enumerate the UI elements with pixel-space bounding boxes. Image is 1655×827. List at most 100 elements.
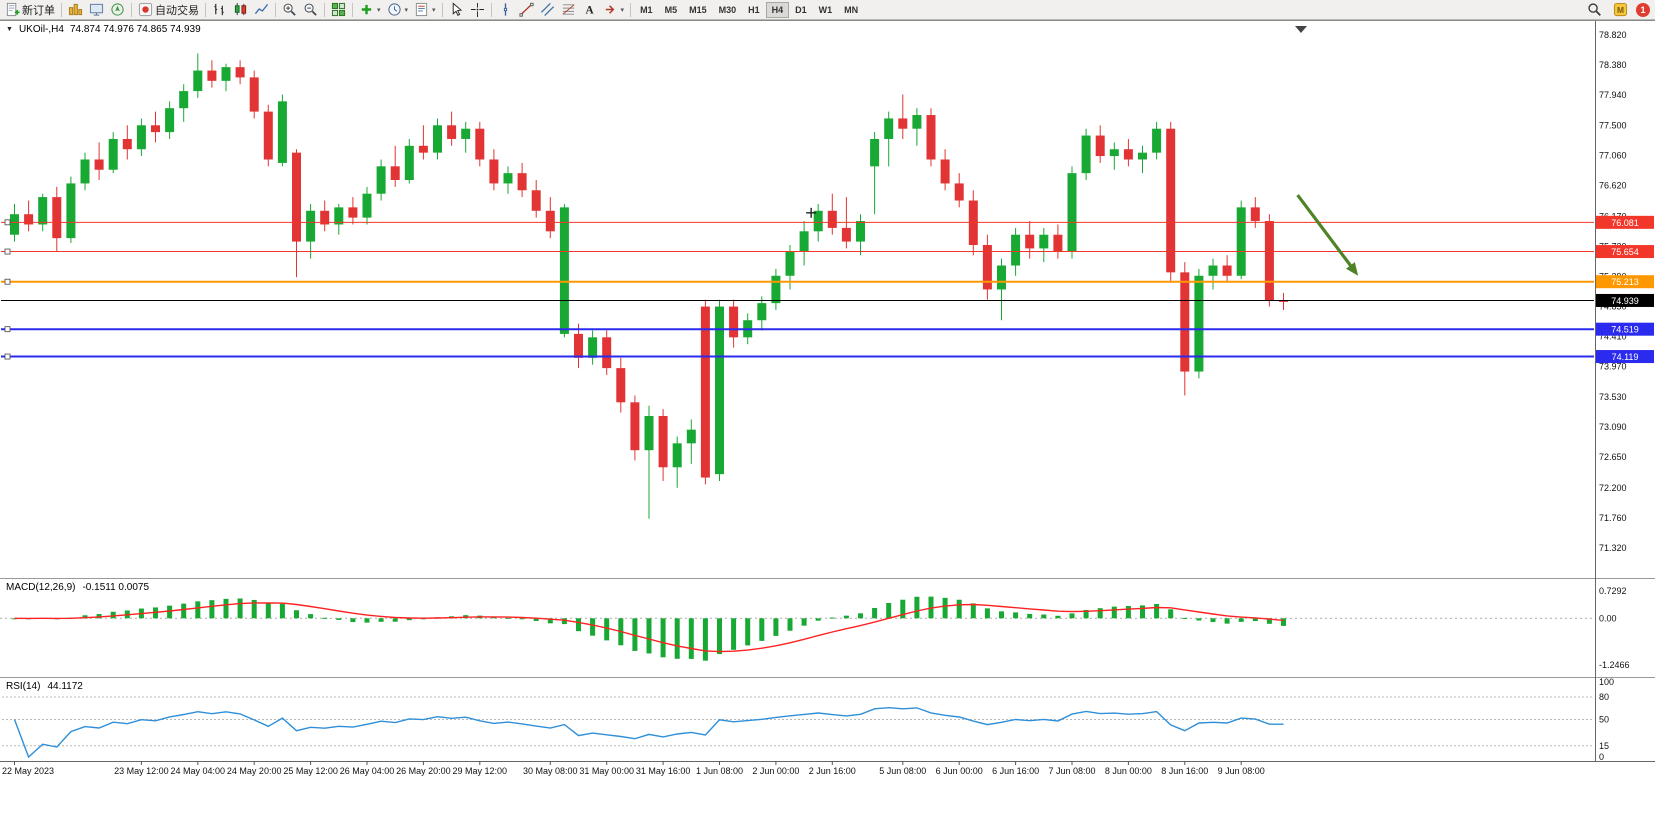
tile-icon (331, 2, 346, 17)
zoom-out-icon (303, 2, 318, 17)
line-icon (254, 2, 269, 17)
timeframe-m15-button[interactable]: M15 (689, 4, 707, 15)
svg-text:31 May 16:00: 31 May 16:00 (636, 766, 691, 776)
text-button[interactable]: A (579, 1, 600, 19)
tile-windows-button[interactable] (328, 1, 349, 19)
toolbar-separator (630, 2, 632, 17)
expand-arrow-icon[interactable]: ▼ (6, 26, 13, 33)
toolbar-separator (324, 2, 325, 17)
price-axis[interactable]: 78.82078.38077.94077.50077.06076.62076.1… (1599, 30, 1630, 762)
indicators-button[interactable]: ▾ (356, 1, 384, 19)
svg-text:76.081: 76.081 (1611, 218, 1639, 228)
timeframe-m5-button[interactable]: M5 (664, 4, 678, 15)
price-chart[interactable]: 78.82078.38077.94077.50077.06076.62076.1… (0, 21, 1655, 827)
crosshair-icon (470, 2, 485, 17)
svg-text:23 May 12:00: 23 May 12:00 (114, 766, 169, 776)
pivot-line-orange[interactable] (1, 278, 1594, 285)
svg-text:50: 50 (1599, 715, 1609, 725)
chart-shift-marker[interactable] (1295, 26, 1307, 33)
svg-text:78.380: 78.380 (1599, 60, 1627, 70)
resistance-line-upper[interactable] (1, 219, 1594, 226)
resistance-line-lower[interactable] (1, 248, 1594, 255)
community-icon: M (1613, 2, 1628, 17)
timeframe-m30-button[interactable]: M30 (718, 4, 737, 15)
data-window-button[interactable] (86, 1, 107, 19)
bar-chart-button[interactable] (209, 1, 230, 19)
periods-button[interactable]: ▾ (384, 1, 412, 19)
template-icon (414, 2, 429, 17)
svg-text:77.940: 77.940 (1599, 90, 1627, 100)
toolbar-separator (61, 2, 62, 17)
fibonacci-button[interactable] (558, 1, 579, 19)
notification-badge[interactable]: 1 (1636, 2, 1650, 17)
svg-text:80: 80 (1599, 692, 1609, 702)
trendline-button[interactable] (516, 1, 537, 19)
svg-text:100: 100 (1599, 677, 1614, 687)
timeframe-w1-button[interactable]: W1 (818, 4, 833, 15)
svg-text:15: 15 (1599, 741, 1609, 751)
svg-text:71.320: 71.320 (1599, 543, 1627, 553)
market-watch-icon (68, 2, 83, 17)
sell-signal-arrow[interactable] (1296, 194, 1359, 276)
new-order-button[interactable]: 新订单 (2, 1, 58, 19)
templates-button[interactable]: ▾ (411, 1, 439, 19)
line-chart-button[interactable] (251, 1, 272, 19)
time-axis[interactable]: 22 May 2023 23 May 12:00 24 May 04:00 24 Ma… (2, 761, 1265, 776)
zoom-out-button[interactable] (300, 1, 321, 19)
timeframe-m1-button[interactable]: M1 (640, 4, 653, 15)
svg-text:29 May 12:00: 29 May 12:00 (453, 766, 508, 776)
cross-marker[interactable] (806, 207, 817, 218)
svg-text:78.820: 78.820 (1599, 30, 1627, 40)
text-icon: A (582, 2, 597, 17)
navigator-icon (110, 2, 125, 17)
rsi-header: RSI(14) 44.1172 (6, 681, 83, 692)
svg-text:A: A (585, 5, 594, 17)
svg-text:31 May 00:00: 31 May 00:00 (579, 766, 634, 776)
svg-text:9 Jun 08:00: 9 Jun 08:00 (1218, 766, 1265, 776)
svg-text:30 May 08:00: 30 May 08:00 (523, 766, 578, 776)
chart-window: 78.82078.38077.94077.50077.06076.62076.1… (0, 20, 1655, 827)
trend-icon (519, 2, 534, 17)
svg-text:24 May 20:00: 24 May 20:00 (227, 766, 282, 776)
shapes-icon (603, 2, 618, 17)
chart-symbol-header: ▼ UKOil-,H4 74.874 74.976 74.865 74.939 (6, 24, 201, 35)
clock-icon (387, 2, 402, 17)
chevron-down-icon: ▾ (377, 6, 381, 14)
timeframe-h4-button[interactable]: H4 (765, 1, 790, 18)
community-button[interactable]: M (1610, 1, 1631, 19)
toolbar-right-groups: M 1 (1584, 1, 1653, 19)
navigator-button[interactable] (107, 1, 128, 19)
bars-icon (212, 2, 227, 17)
autotrading-button[interactable]: 自动交易 (135, 1, 202, 19)
timeframe-mn-button[interactable]: MN (844, 4, 859, 15)
timeframe-d1-button[interactable]: D1 (795, 4, 807, 15)
equidistant-channel-button[interactable] (537, 1, 558, 19)
zoom-in-button[interactable] (279, 1, 300, 19)
svg-text:75.213: 75.213 (1611, 277, 1639, 287)
support-line-upper[interactable] (1, 326, 1594, 333)
vertical-line-button[interactable] (495, 1, 516, 19)
search-button[interactable] (1584, 1, 1605, 19)
autotrading-button-label: 自动交易 (155, 4, 199, 17)
svg-text:72.200: 72.200 (1599, 483, 1627, 493)
svg-text:-1.2466: -1.2466 (1599, 660, 1630, 670)
svg-text:73.090: 73.090 (1599, 422, 1627, 432)
svg-text:74.119: 74.119 (1612, 352, 1639, 362)
candlestick-chart-button[interactable] (230, 1, 251, 19)
toolbar-separator (352, 2, 353, 17)
toolbar-separator (441, 2, 443, 17)
svg-text:26 May 20:00: 26 May 20:00 (396, 766, 451, 776)
arrows-button[interactable]: ▾ (600, 1, 628, 19)
cursor-button[interactable] (446, 1, 467, 19)
market-watch-button[interactable] (65, 1, 86, 19)
svg-text:26 May 04:00: 26 May 04:00 (340, 766, 395, 776)
crosshair-button[interactable] (467, 1, 488, 19)
svg-text:24 May 04:00: 24 May 04:00 (171, 766, 226, 776)
svg-text:22 May 2023: 22 May 2023 (2, 766, 54, 776)
timeframe-h1-button[interactable]: H1 (748, 4, 760, 15)
support-line-lower[interactable] (1, 353, 1594, 360)
zoom-in-icon (282, 2, 297, 17)
svg-text:M: M (1617, 5, 1624, 15)
toolbar-separator (131, 2, 132, 17)
rsi-value: 44.1172 (47, 681, 83, 692)
